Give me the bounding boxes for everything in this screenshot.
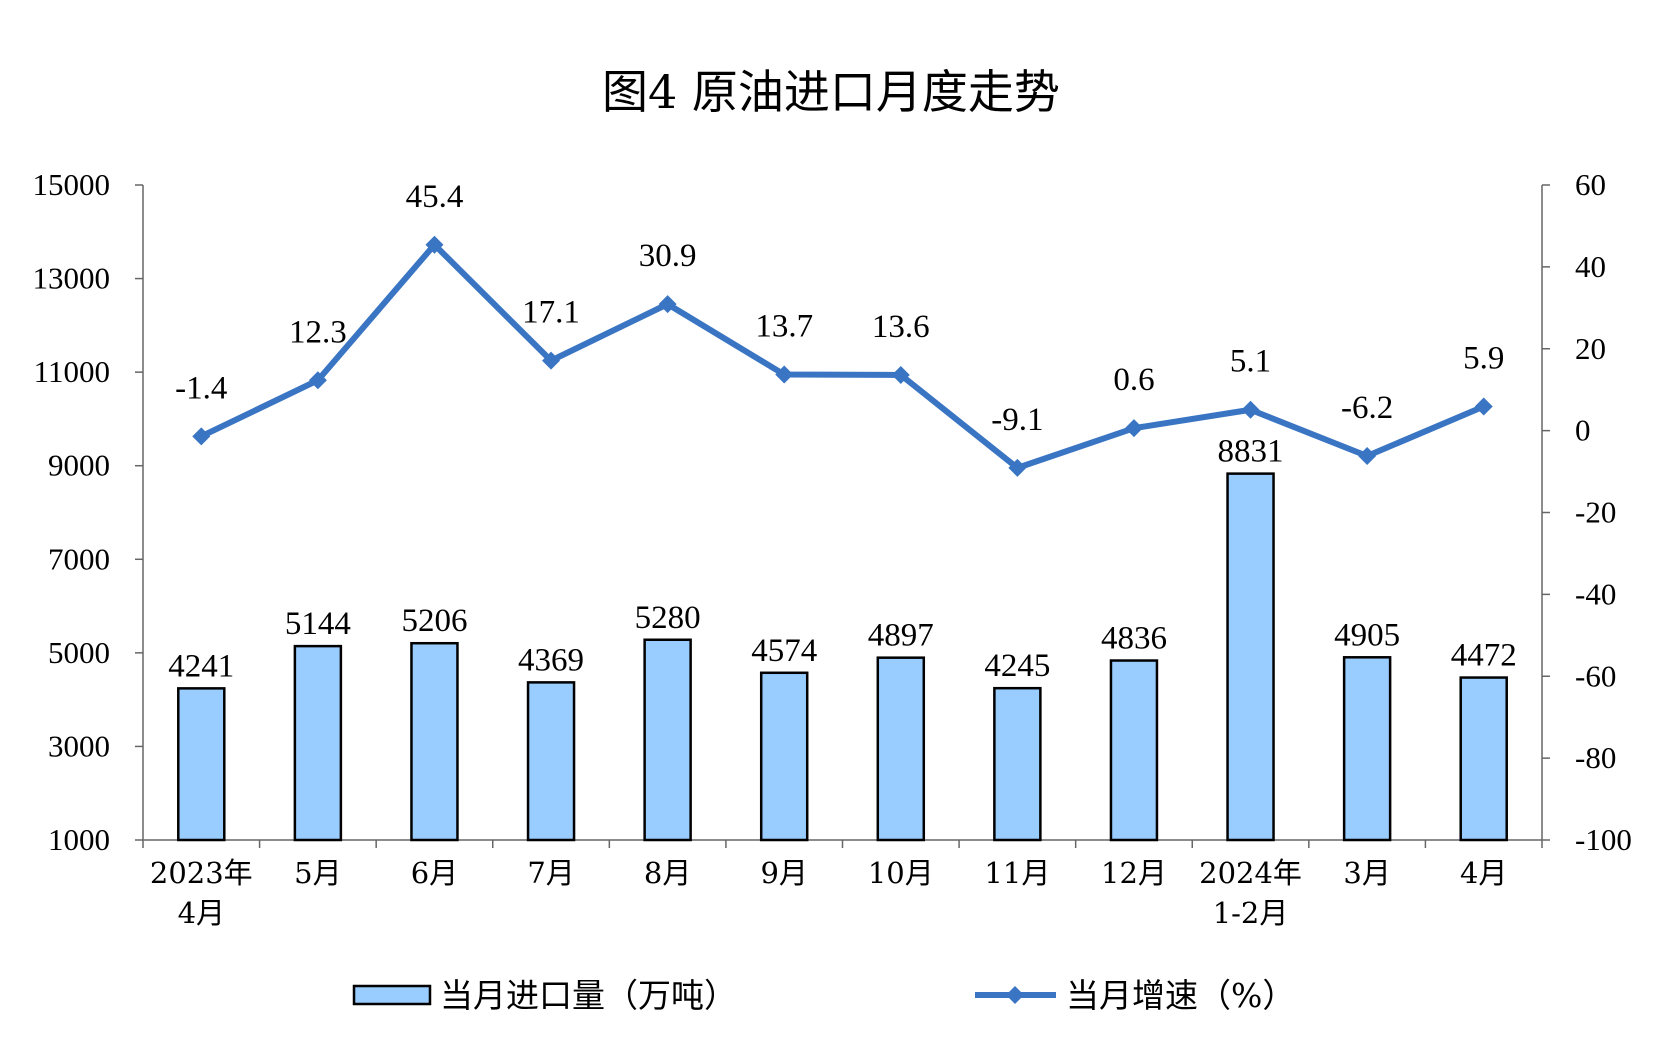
- bar: [643, 638, 692, 842]
- right-tick-label: 60: [1575, 167, 1606, 202]
- bar: [177, 687, 226, 842]
- line-value-label: -1.4: [175, 370, 227, 406]
- line-point: [1241, 400, 1260, 419]
- legend-bar-label: 当月进口量（万吨）: [440, 976, 737, 1015]
- x-tick-label: 5月: [294, 856, 341, 890]
- legend-line-label: 当月增速（%）: [1066, 976, 1295, 1015]
- line-value-label: -6.2: [1341, 390, 1393, 426]
- x-tick-label: 6月: [411, 856, 458, 890]
- line-value-label: 45.4: [406, 179, 464, 215]
- line-point: [1124, 419, 1143, 438]
- bar-value-label: 5144: [285, 606, 351, 642]
- labels-layer: 4241 5144 5206 4369 5280 4574 4897 4245 4836 8831…: [168, 179, 1516, 685]
- legend-line-marker: [1006, 986, 1024, 1004]
- line-point: [1358, 447, 1377, 466]
- bar: [876, 656, 926, 842]
- bar-value-label: 4472: [1451, 638, 1517, 674]
- bar-value-label: 8831: [1218, 434, 1284, 470]
- bar-value-label: 5206: [401, 603, 467, 639]
- x-tick-label: 12月: [1101, 856, 1167, 890]
- axes: 1000 3000 5000 7000 9000 11000 13000 15000 -100 -…: [33, 167, 1632, 930]
- right-tick-label: 0: [1575, 413, 1591, 448]
- bar: [759, 671, 809, 842]
- right-tick-label: 20: [1575, 331, 1606, 366]
- x-tick-label: 2023年: [150, 856, 253, 890]
- x-tick-label: 9月: [760, 856, 807, 890]
- line-point: [775, 365, 794, 384]
- bar: [293, 644, 343, 842]
- line-value-label: 13.7: [755, 309, 813, 345]
- bar-value-label: 4836: [1101, 621, 1167, 657]
- left-tick-label: 7000: [48, 541, 110, 576]
- x-tick-label: 3月: [1343, 856, 1390, 890]
- line-value-label: 5.1: [1230, 344, 1271, 380]
- legend-bar-swatch: [352, 984, 432, 1006]
- x-tick-label: 4月: [178, 896, 225, 930]
- line-point: [1474, 397, 1493, 416]
- right-tick-label: -60: [1575, 658, 1616, 693]
- line-point: [1008, 458, 1027, 477]
- line-point: [192, 427, 211, 446]
- line-layer: [192, 235, 1493, 477]
- left-tick-label: 9000: [48, 448, 110, 483]
- x-tick-label: 2024年: [1199, 856, 1302, 890]
- x-tick-label: 4月: [1460, 856, 1507, 890]
- line-point: [542, 351, 561, 370]
- line-value-label: 13.6: [872, 309, 930, 345]
- bar-value-label: 4245: [984, 648, 1050, 684]
- bar: [410, 641, 459, 842]
- line-value-label: 12.3: [289, 314, 347, 350]
- bar-value-label: 4574: [751, 633, 817, 669]
- bar-value-label: 4369: [518, 642, 584, 678]
- bar-value-label: 5280: [635, 600, 701, 636]
- x-tick-label: 8月: [644, 856, 691, 890]
- bar: [526, 681, 576, 842]
- line-point: [425, 235, 444, 254]
- bar-value-label: 4897: [868, 618, 934, 654]
- bar: [1109, 659, 1159, 842]
- line-value-label: 5.9: [1463, 340, 1504, 376]
- right-tick-label: 40: [1575, 249, 1606, 284]
- right-tick-label: -80: [1575, 740, 1616, 775]
- line-value-label: 17.1: [522, 295, 580, 331]
- right-tick-label: -100: [1575, 822, 1632, 857]
- legend: 当月进口量（万吨） 当月增速（%）: [352, 976, 1295, 1015]
- line-point: [308, 371, 327, 390]
- chart-title: 图4 原油进口月度走势: [602, 65, 1060, 119]
- bar: [1459, 676, 1508, 842]
- x-tick-label: 1-2月: [1213, 896, 1289, 930]
- right-tick-label: -20: [1575, 495, 1616, 530]
- bar: [1226, 472, 1275, 842]
- left-tick-label: 15000: [33, 167, 111, 202]
- left-tick-label: 11000: [34, 354, 110, 389]
- line-point: [658, 295, 677, 314]
- right-tick-label: -40: [1575, 576, 1616, 611]
- x-tick-label: 7月: [527, 856, 574, 890]
- bar: [993, 686, 1042, 842]
- bar-value-label: 4905: [1334, 617, 1400, 653]
- line-value-label: -9.1: [991, 402, 1043, 438]
- growth-line: [199, 241, 1485, 471]
- bar: [1342, 656, 1392, 842]
- left-tick-label: 5000: [48, 635, 110, 670]
- line-value-label: 0.6: [1113, 362, 1154, 398]
- x-tick-label: 11月: [984, 856, 1050, 890]
- left-tick-label: 3000: [48, 728, 110, 763]
- left-tick-label: 1000: [48, 822, 110, 857]
- line-point: [891, 365, 910, 384]
- bar-value-label: 4241: [168, 648, 234, 684]
- left-tick-label: 13000: [33, 261, 111, 296]
- line-value-label: 30.9: [639, 238, 697, 274]
- x-tick-label: 10月: [868, 856, 934, 890]
- bars-layer: [177, 472, 1508, 842]
